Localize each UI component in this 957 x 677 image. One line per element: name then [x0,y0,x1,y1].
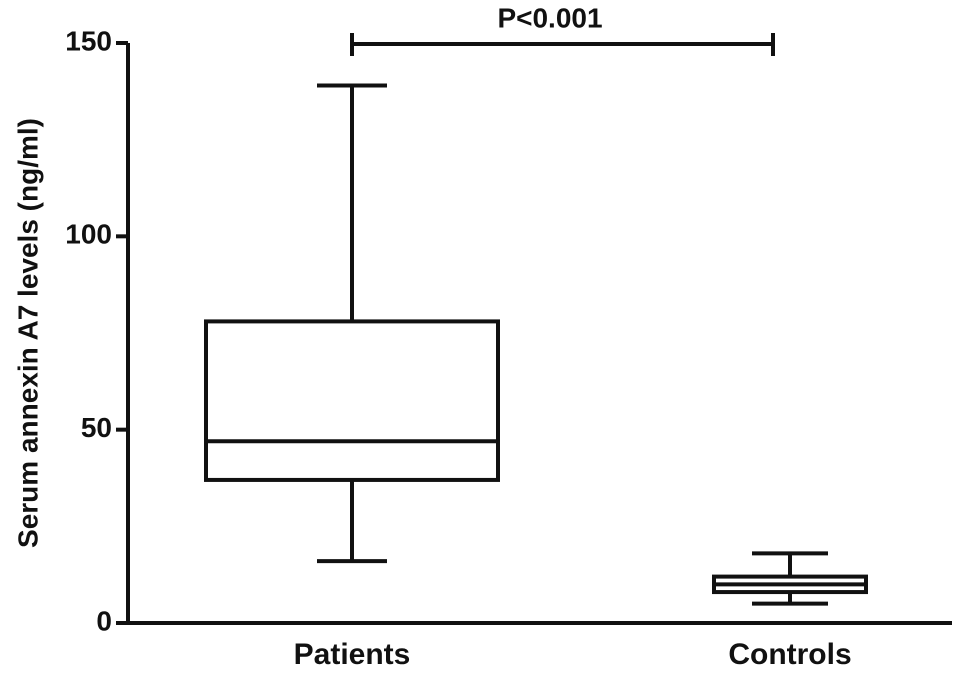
x-tick-label: Controls [728,638,851,671]
annotation: P<0.001 [497,2,602,33]
y-axis-label: Serum annexin A7 levels (ng/ml) [12,118,43,548]
y-tick-label: 0 [96,605,112,636]
y-tick-label: 50 [81,412,112,443]
y-tick-label: 100 [65,219,112,250]
y-tick-label: 150 [65,25,112,56]
box [204,319,500,482]
significance-bracket [350,33,775,56]
x-tick-label: Patients [294,638,411,671]
